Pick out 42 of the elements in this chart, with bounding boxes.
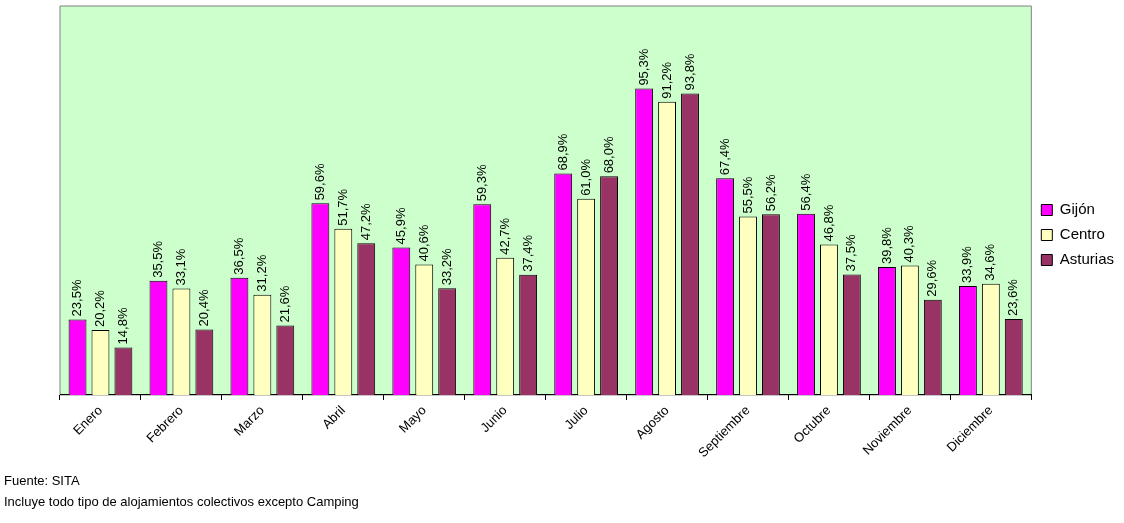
data-label: 37,4% (519, 234, 535, 272)
data-label: 40,6% (415, 224, 431, 262)
data-label: 42,7% (496, 217, 512, 255)
legend-label: Centro (1059, 225, 1105, 243)
data-label: 68,0% (600, 136, 616, 174)
data-label: 14,8% (114, 307, 130, 345)
data-label: 34,6% (982, 243, 998, 281)
data-label: 40,3% (901, 225, 917, 263)
legend-label: Asturias (1059, 250, 1114, 268)
data-label: 20,2% (92, 289, 108, 328)
data-label: 51,7% (334, 188, 350, 226)
data-label: 61,0% (577, 158, 593, 196)
source-note: Fuente: SITA (4, 472, 81, 490)
data-label: 23,6% (1005, 278, 1021, 317)
data-label: 91,2% (658, 61, 674, 99)
x-tick-label: Julio (561, 402, 591, 433)
data-label: 33,2% (438, 247, 454, 286)
data-label: 36,5% (231, 237, 246, 275)
data-label: 31,2% (253, 254, 269, 292)
data-label: 55,5% (739, 176, 755, 214)
text: Incluye todo tipo de alojamientos colectivos excepto Camping (4, 493, 359, 511)
data-label: 23,5% (69, 279, 85, 317)
data-label: 46,8% (820, 204, 836, 242)
data-label: 68,9% (554, 133, 570, 171)
data-label: 95,3% (635, 48, 651, 86)
data-label: 67,4% (716, 138, 732, 176)
data-label: 47,2% (357, 202, 373, 241)
data-label: 33,1% (172, 248, 188, 286)
data-label: 59,3% (473, 164, 489, 202)
data-label: 59,6% (311, 163, 327, 201)
data-label: 35,5% (150, 240, 166, 278)
data-label: 39,8% (878, 226, 894, 265)
data-label: 33,9% (959, 245, 975, 283)
data-label: 37,5% (843, 234, 859, 272)
legend-label: Gijón (1059, 200, 1095, 218)
data-label: 21,6% (276, 285, 292, 323)
data-label: 20,4% (195, 289, 211, 327)
data-label: 45,9% (392, 207, 408, 245)
data-label: 29,6% (924, 259, 940, 297)
data-label: 93,8% (681, 53, 697, 91)
data-label: 56,2% (762, 174, 778, 212)
data-label: 56,4% (797, 173, 813, 211)
